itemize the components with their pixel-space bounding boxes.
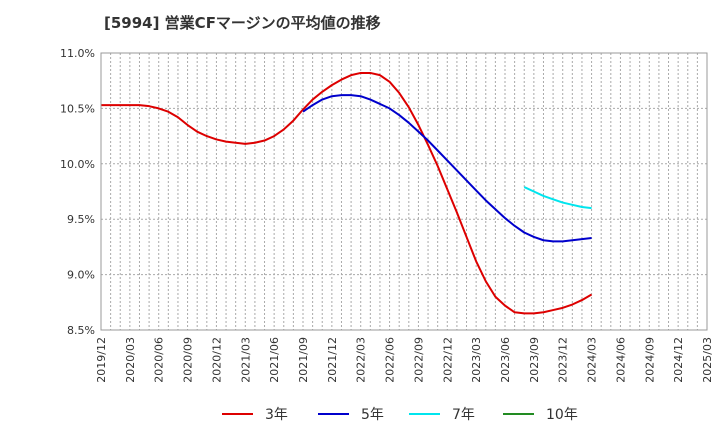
x-tick-label: 2021/12 <box>326 337 339 383</box>
legend-label: 3年 <box>265 407 288 423</box>
x-tick-label: 2022/12 <box>441 337 454 383</box>
series-line <box>101 71 593 315</box>
x-tick-label: 2024/12 <box>672 337 685 383</box>
y-tick-label: 10.5% <box>60 102 95 115</box>
x-axis: 2019/12 2020/03 2020/06 2020/09 2020/12 2021/… <box>95 337 714 383</box>
x-tick-label: 2021/06 <box>268 337 281 383</box>
x-tick-label: 2025/03 <box>701 337 714 383</box>
y-axis: 11.0% 10.5% 10.0% 9.5% 9.0% 8.5% <box>60 47 95 337</box>
x-tick-label: 2019/12 <box>95 337 108 383</box>
y-tick-label: 9.5% <box>67 213 95 226</box>
x-tick-label: 2023/12 <box>557 337 570 383</box>
x-tick-label: 2022/06 <box>384 337 397 383</box>
legend: 3年 5年 7年 10年 <box>222 407 578 423</box>
legend-label: 5年 <box>361 407 384 423</box>
x-tick-label: 2022/09 <box>412 337 425 383</box>
x-tick-label: 2023/09 <box>528 337 541 383</box>
x-tick-label: 2024/03 <box>586 337 599 383</box>
legend-label: 7年 <box>452 407 475 423</box>
plot-frame <box>100 52 708 331</box>
x-tick-label: 2023/03 <box>470 337 483 383</box>
y-tick-label: 11.0% <box>60 47 95 60</box>
x-tick-label: 2024/09 <box>643 337 656 383</box>
x-tick-label: 2020/03 <box>124 337 137 383</box>
x-tick-label: 2023/06 <box>499 337 512 383</box>
x-tick-label: 2024/06 <box>614 337 627 383</box>
x-tick-label: 2021/09 <box>297 337 310 383</box>
x-tick-label: 2020/12 <box>210 337 223 383</box>
x-tick-label: 2022/03 <box>355 337 368 383</box>
y-tick-label: 9.0% <box>67 269 95 282</box>
y-tick-label: 8.5% <box>67 324 95 337</box>
x-tick-label: 2020/06 <box>153 337 166 383</box>
x-tick-label: 2021/03 <box>239 337 252 383</box>
chart-title: [5994] 営業CFマージンの平均値の推移 <box>104 14 381 32</box>
legend-label: 10年 <box>546 407 578 423</box>
x-tick-label: 2020/09 <box>182 337 195 383</box>
series-lines <box>101 71 593 315</box>
y-tick-label: 10.0% <box>60 158 95 171</box>
series-line <box>523 186 592 210</box>
series-line <box>302 94 592 243</box>
grid <box>100 52 708 331</box>
